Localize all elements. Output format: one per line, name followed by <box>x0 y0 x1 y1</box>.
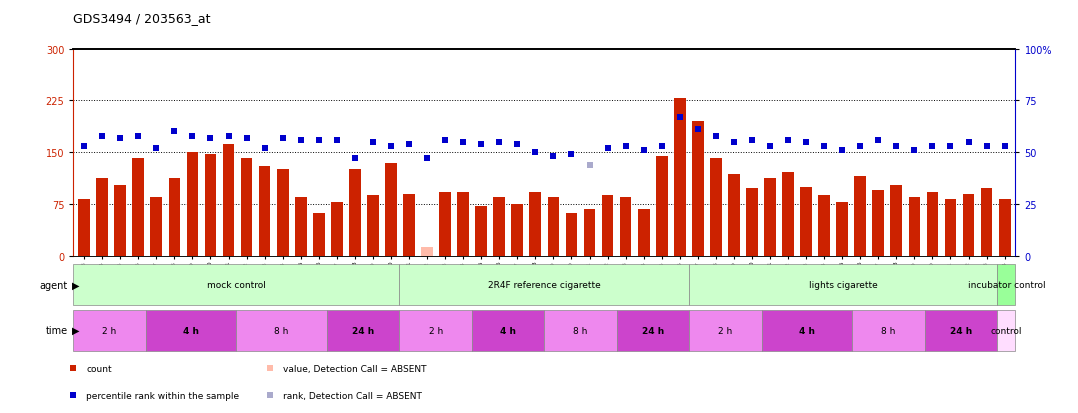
Bar <box>728 175 740 256</box>
Bar <box>999 199 1010 256</box>
Bar <box>223 145 234 256</box>
Bar <box>168 179 180 256</box>
Bar <box>277 170 289 256</box>
Bar <box>872 191 884 256</box>
Text: 2 h: 2 h <box>102 326 116 335</box>
Bar <box>963 194 975 256</box>
Bar <box>114 186 126 256</box>
Bar <box>457 193 469 256</box>
Bar <box>313 214 324 256</box>
Text: control: control <box>991 326 1022 335</box>
Bar <box>818 195 830 256</box>
Text: 8 h: 8 h <box>573 326 588 335</box>
Bar <box>710 158 722 256</box>
Bar <box>853 310 925 351</box>
Text: 2 h: 2 h <box>429 326 443 335</box>
Bar <box>79 199 89 256</box>
Bar <box>331 202 343 256</box>
Bar <box>146 310 236 351</box>
Bar <box>400 264 689 306</box>
Bar <box>186 153 198 256</box>
Bar <box>927 193 938 256</box>
Bar <box>73 264 400 306</box>
Text: 8 h: 8 h <box>275 326 289 335</box>
Text: 4 h: 4 h <box>799 326 815 335</box>
Bar <box>638 209 650 256</box>
Bar <box>855 177 866 256</box>
Bar <box>205 154 217 256</box>
Bar <box>439 193 451 256</box>
Text: GDS3494 / 203563_at: GDS3494 / 203563_at <box>73 12 211 25</box>
Bar <box>890 186 902 256</box>
Bar <box>689 310 762 351</box>
Text: 24 h: 24 h <box>950 326 972 335</box>
Bar <box>762 310 853 351</box>
Bar <box>511 204 523 256</box>
Bar <box>997 264 1015 306</box>
Bar <box>96 179 108 256</box>
Bar <box>909 197 921 256</box>
Bar <box>295 197 306 256</box>
Text: agent: agent <box>40 280 68 290</box>
Bar <box>783 172 793 256</box>
Bar <box>236 310 327 351</box>
Bar <box>981 189 993 256</box>
Bar <box>472 310 544 351</box>
Bar <box>800 187 812 256</box>
Bar <box>385 163 397 256</box>
Text: 24 h: 24 h <box>353 326 374 335</box>
Text: 2R4F reference cigarette: 2R4F reference cigarette <box>488 280 600 290</box>
Bar <box>421 248 433 256</box>
Bar <box>746 189 758 256</box>
Bar <box>997 310 1015 351</box>
Bar <box>475 206 487 256</box>
Bar <box>620 197 632 256</box>
Text: ▶: ▶ <box>72 280 80 290</box>
Text: count: count <box>86 364 112 373</box>
Text: incubator control: incubator control <box>968 280 1046 290</box>
Text: ▶: ▶ <box>72 325 80 335</box>
Text: 24 h: 24 h <box>642 326 664 335</box>
Bar <box>259 166 271 256</box>
Bar <box>400 310 472 351</box>
Bar <box>617 310 689 351</box>
Text: 2 h: 2 h <box>718 326 733 335</box>
Bar <box>529 193 541 256</box>
Text: mock control: mock control <box>207 280 266 290</box>
Text: time: time <box>45 325 68 335</box>
Bar <box>240 158 252 256</box>
Text: 4 h: 4 h <box>183 326 199 335</box>
Text: rank, Detection Call = ABSENT: rank, Detection Call = ABSENT <box>284 391 423 400</box>
Bar <box>73 310 146 351</box>
Bar <box>349 170 361 256</box>
Bar <box>583 209 595 256</box>
Bar <box>602 195 613 256</box>
Bar <box>151 197 162 256</box>
Text: value, Detection Call = ABSENT: value, Detection Call = ABSENT <box>284 364 427 373</box>
Bar <box>566 214 578 256</box>
Bar <box>944 199 956 256</box>
Bar <box>327 310 400 351</box>
Bar <box>692 122 704 256</box>
Bar <box>403 194 415 256</box>
Bar <box>548 197 559 256</box>
Text: lights cigarette: lights cigarette <box>808 280 877 290</box>
Bar <box>494 197 506 256</box>
Text: 4 h: 4 h <box>500 326 516 335</box>
Bar <box>764 179 776 256</box>
Bar <box>674 99 686 256</box>
Bar <box>837 202 848 256</box>
Bar <box>655 156 667 256</box>
Bar <box>544 310 617 351</box>
Bar <box>367 195 378 256</box>
Bar <box>689 264 997 306</box>
Text: percentile rank within the sample: percentile rank within the sample <box>86 391 239 400</box>
Bar <box>925 310 997 351</box>
Bar <box>133 158 144 256</box>
Text: 8 h: 8 h <box>882 326 896 335</box>
